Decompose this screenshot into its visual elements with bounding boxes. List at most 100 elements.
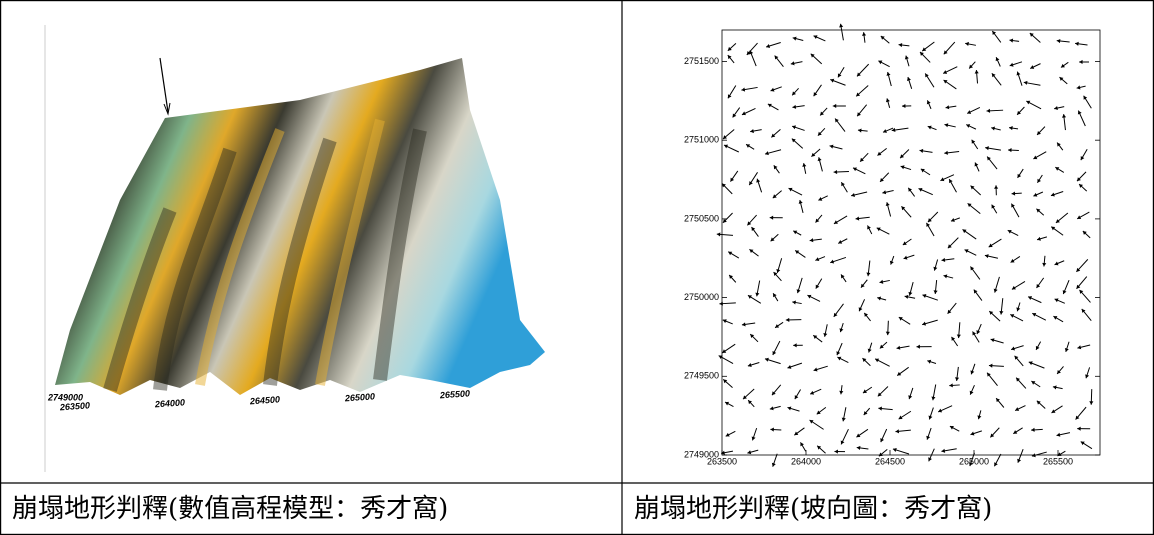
- arrow: [1037, 237, 1047, 241]
- arrow: [816, 215, 822, 223]
- arrow: [787, 406, 799, 411]
- arrow-head: [977, 415, 981, 419]
- arrow: [1015, 356, 1024, 366]
- arrow-head: [823, 333, 827, 337]
- arrow-head: [770, 427, 774, 431]
- arrow: [897, 346, 910, 350]
- arrow: [1079, 184, 1087, 191]
- arrow: [818, 157, 823, 171]
- arrow: [1061, 62, 1068, 67]
- arrow-head: [994, 185, 998, 188]
- arrow: [1011, 256, 1020, 262]
- arrow: [1076, 407, 1087, 419]
- arrow: [755, 281, 759, 297]
- arrow: [1028, 296, 1041, 302]
- arrow: [908, 388, 913, 399]
- arrow: [902, 104, 911, 108]
- arrow: [989, 311, 1000, 321]
- arrow: [834, 450, 845, 454]
- arrow: [793, 343, 803, 347]
- arrow: [1024, 81, 1041, 85]
- page: 2635002640002645002650002655002749000 26…: [0, 0, 1154, 535]
- arrow: [943, 274, 953, 278]
- arrow: [1083, 231, 1090, 238]
- arrow-head: [991, 338, 995, 342]
- arrow: [864, 408, 870, 415]
- arrow: [968, 203, 981, 213]
- arrow: [878, 61, 889, 67]
- arrow: [892, 128, 909, 132]
- arrow: [823, 324, 827, 336]
- arrow: [860, 153, 868, 162]
- arrow: [895, 429, 910, 433]
- arrow: [994, 185, 998, 195]
- arrow: [1033, 152, 1046, 159]
- arrow-head: [916, 345, 919, 349]
- arrow: [994, 454, 1001, 466]
- y-tick-label: 2751500: [684, 56, 719, 66]
- arrow-head: [1062, 114, 1066, 118]
- arrow: [1009, 126, 1018, 130]
- arrow: [1037, 401, 1045, 409]
- arrow: [866, 261, 870, 277]
- arrow-head: [942, 258, 946, 262]
- arrow: [813, 335, 822, 342]
- arrow: [1017, 449, 1023, 463]
- arrow: [992, 205, 997, 214]
- arrow: [1016, 378, 1026, 389]
- arrow: [1056, 213, 1068, 223]
- arrow: [853, 167, 865, 173]
- arrow: [774, 272, 782, 281]
- arrow: [773, 293, 778, 301]
- arrow: [1053, 385, 1063, 389]
- arrow: [877, 297, 886, 301]
- arrow-head: [851, 193, 855, 197]
- arrow: [1015, 406, 1025, 411]
- arrow: [875, 359, 890, 367]
- arrow-head: [877, 297, 881, 301]
- arrow-head: [905, 56, 909, 60]
- arrow: [1077, 345, 1090, 349]
- arrow-head: [1077, 345, 1081, 349]
- arrow: [943, 67, 957, 74]
- arrow: [793, 231, 801, 235]
- arrow: [749, 51, 756, 67]
- arrow: [820, 108, 827, 116]
- arrow: [880, 429, 886, 442]
- arrow-head: [799, 200, 803, 204]
- arrow: [775, 56, 784, 67]
- arrow: [944, 123, 955, 127]
- arrow: [797, 278, 803, 293]
- arrow: [967, 107, 980, 113]
- arrow: [1010, 314, 1023, 321]
- arrow: [951, 218, 960, 222]
- plot-frame: [722, 30, 1100, 455]
- arrow: [987, 157, 997, 169]
- arrow: [807, 295, 820, 302]
- arrow: [1011, 346, 1023, 351]
- arrow: [920, 52, 930, 62]
- arrow: [810, 238, 822, 242]
- arrow: [1010, 62, 1022, 67]
- arrow: [1081, 149, 1087, 160]
- arrow: [944, 151, 959, 155]
- arrow: [1089, 389, 1093, 405]
- arrow: [771, 87, 782, 92]
- arrow-head: [793, 343, 796, 347]
- arrow: [1076, 277, 1086, 289]
- arrow: [1077, 85, 1086, 89]
- arrow: [838, 239, 847, 244]
- arrow: [772, 454, 777, 467]
- arrow: [927, 360, 936, 364]
- arrow: [742, 322, 755, 326]
- arrow: [749, 172, 757, 185]
- arrow: [815, 257, 825, 262]
- arrow-head: [719, 302, 723, 306]
- arrow: [1055, 167, 1064, 172]
- arrow-head: [770, 216, 773, 220]
- arrow: [1033, 192, 1042, 197]
- arrow-head: [922, 322, 926, 326]
- arrow-head: [1012, 191, 1016, 195]
- arrow: [723, 379, 732, 387]
- arrow-head: [1057, 433, 1061, 437]
